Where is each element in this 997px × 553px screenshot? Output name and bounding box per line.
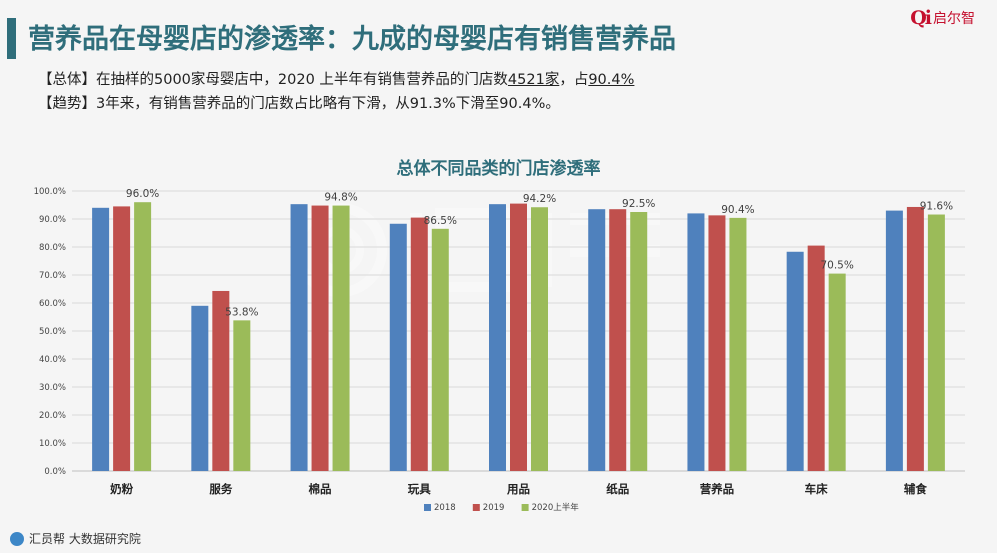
legend-label: 2020上半年 [532,502,580,513]
bar-2019 [410,217,428,471]
summary-line1-mid: ，占 [559,72,589,88]
data-label: 94.2% [523,193,556,205]
bar-2020上半年 [531,207,548,472]
bar-2018 [191,305,209,471]
data-label: 96.0% [126,188,159,200]
logo-mark-icon: Qi [910,7,932,29]
data-label: 94.8% [324,192,357,204]
bar-2018 [489,204,506,471]
bar-2018 [786,251,804,471]
legend-swatch [424,504,431,511]
legend-label: 2018 [434,503,456,513]
x-category-label: 奶粉 [110,482,133,496]
y-tick-label: 90.0% [39,215,66,225]
bar-2018 [290,204,308,471]
bar-2020上半年 [927,214,945,471]
bar-2018 [92,207,110,472]
bar-2018 [389,223,407,471]
bar-2019 [510,203,527,471]
x-category-label: 车床 [805,482,828,496]
data-label: 91.6% [920,201,953,213]
bar-2019 [212,290,230,471]
x-category-label: 服务 [209,482,232,496]
x-category-label: 辅食 [904,482,927,496]
bar-2020上半年 [431,228,449,471]
x-category-label: 营养品 [700,482,735,496]
footer-brand: 汇员帮 大数据研究院 [10,530,141,547]
brand-logo: Qi 启尔智 [910,7,975,29]
title-accent-bar [7,18,16,59]
y-tick-label: 10.0% [39,439,66,449]
data-label: 70.5% [820,260,853,272]
y-tick-label: 70.0% [39,271,66,281]
x-category-label: 用品 [506,482,530,496]
bar-2019 [807,245,825,471]
data-label: 92.5% [622,198,655,210]
footer-brand-text: 汇员帮 大数据研究院 [29,532,141,546]
bar-2019 [708,215,726,471]
data-label: 86.5% [424,215,457,227]
summary-percentage: 90.4% [588,72,635,88]
bar-2018 [687,213,705,471]
y-tick-label: 100.0% [34,187,66,197]
bar-2018 [885,210,903,471]
bar-2020上半年 [630,212,648,471]
bar-2020上半年 [729,217,747,471]
logo-text: 启尔智 [933,11,975,27]
bar-2020上半年 [332,205,350,471]
bar-2019 [906,206,924,471]
data-label: 53.8% [225,306,258,318]
y-tick-label: 20.0% [39,411,66,421]
bar-2020上半年 [233,320,251,471]
y-tick-label: 40.0% [39,355,66,365]
bar-2019 [609,209,627,471]
bar-2020上半年 [828,273,846,471]
footer-logo-icon [10,531,24,546]
bar-2019 [113,206,131,471]
y-tick-label: 30.0% [39,383,66,393]
summary-line1-prefix: 【总体】在抽样的5000家母婴店中，2020 上半年有销售营养品的门店数 [38,72,508,88]
legend-swatch [472,504,480,511]
x-category-label: 玩具 [408,482,431,496]
page-title: 营养品在母婴店的渗透率：九成的母婴店有销售营养品 [28,24,676,55]
bar-2019 [311,205,329,471]
x-category-label: 棉品 [309,482,332,496]
summary-store-count: 4521家 [507,72,560,88]
y-tick-label: 0.0% [44,467,66,477]
bar-2018 [588,209,606,471]
x-category-label: 纸品 [606,482,629,496]
summary-line-trend: 【趋势】3年来，有销售营养品的门店数占比略有下滑，从91.3%下滑至90.4%。 [38,96,560,112]
legend-label: 2019 [483,503,505,513]
summary: 【总体】在抽样的5000家母婴店中，2020 上半年有销售营养品的门店数4521… [38,68,634,116]
y-tick-label: 80.0% [39,243,66,253]
bar-2020上半年 [134,202,152,471]
y-tick-label: 50.0% [39,327,66,337]
data-label: 90.4% [721,204,754,216]
y-tick-label: 60.0% [39,299,66,309]
summary-line-overall: 【总体】在抽样的5000家母婴店中，2020 上半年有销售营养品的门店数4521… [38,68,634,92]
legend-swatch [521,504,529,511]
chart-title: 总体不同品类的门店渗透率 [396,159,601,179]
